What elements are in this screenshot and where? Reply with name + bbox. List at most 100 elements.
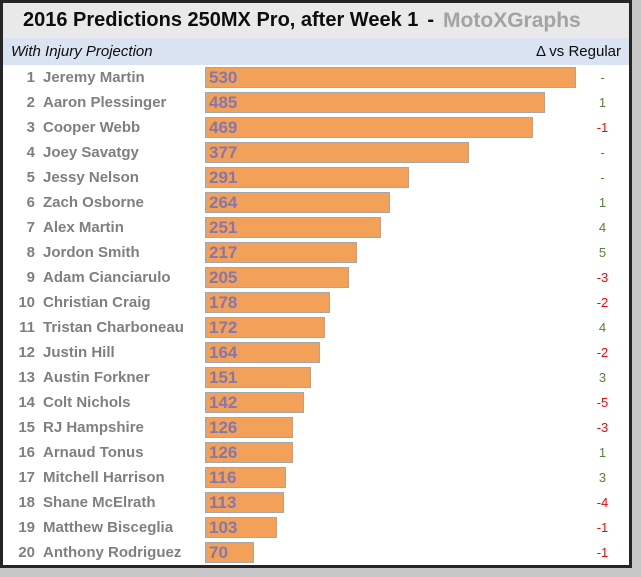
rank-label: 6 <box>26 194 35 211</box>
bar-value-label: 205 <box>209 268 238 287</box>
prediction-bar: 485 <box>205 92 545 113</box>
delta-value: 5 <box>598 245 607 260</box>
rank-label: 5 <box>26 169 35 186</box>
delta-value: 4 <box>598 220 607 235</box>
prediction-bar: 116 <box>205 467 287 488</box>
bar-value-label: 291 <box>209 168 238 187</box>
rider-row: 4 Joey Savatgy 377 - <box>3 140 629 165</box>
rank-label: 1 <box>26 69 35 86</box>
rank-label: 9 <box>26 269 35 286</box>
rider-row: 17 Mitchell Harrison 116 3 <box>3 465 629 490</box>
bar-value-label: 530 <box>209 68 238 87</box>
bar-value-label: 142 <box>209 393 238 412</box>
rider-row: 18 Shane McElrath 113 -4 <box>3 490 629 515</box>
rider-row: 20 Anthony Rodriguez 70 -1 <box>3 540 629 565</box>
delta-value: -1 <box>596 120 609 135</box>
bar-value-label: 264 <box>209 193 238 212</box>
rank-label: 4 <box>26 144 35 161</box>
rank-label: 10 <box>18 294 35 311</box>
rider-name: Jordon Smith <box>43 244 140 261</box>
delta-value: -3 <box>596 420 609 435</box>
rider-name: Adam Cianciarulo <box>43 269 171 286</box>
delta-value: 1 <box>598 195 607 210</box>
bar-value-label: 126 <box>209 443 238 462</box>
chart-subtitle: With Injury Projection <box>11 43 153 60</box>
prediction-bar: 103 <box>205 517 278 538</box>
bar-track: 151 <box>205 367 576 388</box>
bar-track: 142 <box>205 392 576 413</box>
delta-value: - <box>600 170 605 185</box>
bar-track: 205 <box>205 267 576 288</box>
bar-track: 126 <box>205 417 576 438</box>
bar-value-label: 70 <box>209 543 228 562</box>
bar-value-label: 178 <box>209 293 238 312</box>
rider-row: 2 Aaron Plessinger 485 1 <box>3 90 629 115</box>
rider-name: Tristan Charboneau <box>43 319 184 336</box>
rider-name: Alex Martin <box>43 219 124 236</box>
prediction-bar: 164 <box>205 342 320 363</box>
bar-value-label: 164 <box>209 343 238 362</box>
rider-name: Colt Nichols <box>43 394 131 411</box>
rider-name: Aaron Plessinger <box>43 94 167 111</box>
rider-name: Anthony Rodriguez <box>43 544 182 561</box>
rank-label: 11 <box>19 319 35 336</box>
bar-track: 251 <box>205 217 576 238</box>
rider-row: 19 Matthew Bisceglia 103 -1 <box>3 515 629 540</box>
rider-row: 15 RJ Hampshire 126 -3 <box>3 415 629 440</box>
bar-value-label: 469 <box>209 118 238 137</box>
rider-name: Austin Forkner <box>43 369 150 386</box>
rider-row: 12 Justin Hill 164 -2 <box>3 340 629 365</box>
rank-label: 17 <box>18 469 35 486</box>
prediction-bar: 178 <box>205 292 330 313</box>
delta-value: 1 <box>598 445 607 460</box>
rider-name: Jessy Nelson <box>43 169 139 186</box>
delta-value: -2 <box>596 295 609 310</box>
bar-value-label: 217 <box>209 243 238 262</box>
rider-row: 1 Jeremy Martin 530 - <box>3 65 629 90</box>
rider-name: Christian Craig <box>43 294 151 311</box>
bar-value-label: 103 <box>209 518 238 537</box>
chart-frame: 2016 Predictions 250MX Pro, after Week 1… <box>0 0 632 568</box>
bar-value-label: 172 <box>209 318 238 337</box>
prediction-bar: 377 <box>205 142 469 163</box>
rank-label: 18 <box>18 494 35 511</box>
delta-value: 4 <box>598 320 607 335</box>
bar-track: 291 <box>205 167 576 188</box>
rank-label: 7 <box>26 219 35 236</box>
bar-track: 178 <box>205 292 576 313</box>
prediction-bar: 151 <box>205 367 311 388</box>
prediction-bar: 217 <box>205 242 357 263</box>
prediction-bar: 126 <box>205 417 294 438</box>
rider-row: 11 Tristan Charboneau 172 4 <box>3 315 629 340</box>
rank-label: 8 <box>26 244 35 261</box>
rider-row: 5 Jessy Nelson 291 - <box>3 165 629 190</box>
delta-value: 3 <box>598 470 607 485</box>
delta-value: -3 <box>596 270 609 285</box>
rank-label: 15 <box>18 419 35 436</box>
bar-track: 116 <box>205 467 576 488</box>
bar-value-label: 113 <box>209 493 237 512</box>
bar-value-label: 126 <box>209 418 238 437</box>
delta-value: 3 <box>598 370 607 385</box>
bar-track: 485 <box>205 92 576 113</box>
bar-value-label: 485 <box>209 93 238 112</box>
rider-row: 16 Arnaud Tonus 126 1 <box>3 440 629 465</box>
prediction-bar: 251 <box>205 217 381 238</box>
bar-track: 164 <box>205 342 576 363</box>
bar-track: 264 <box>205 192 576 213</box>
bar-track: 469 <box>205 117 576 138</box>
delta-value: - <box>600 145 605 160</box>
bar-track: 103 <box>205 517 576 538</box>
title-bar: 2016 Predictions 250MX Pro, after Week 1… <box>3 3 629 38</box>
delta-value: -5 <box>596 395 609 410</box>
bar-track: 172 <box>205 317 576 338</box>
bar-value-label: 116 <box>209 468 237 487</box>
rank-label: 14 <box>18 394 35 411</box>
rider-row: 6 Zach Osborne 264 1 <box>3 190 629 215</box>
delta-value: -2 <box>596 345 609 360</box>
delta-value: - <box>600 70 605 85</box>
title-separator: - <box>427 9 435 31</box>
prediction-bar: 172 <box>205 317 326 338</box>
prediction-bar: 126 <box>205 442 294 463</box>
